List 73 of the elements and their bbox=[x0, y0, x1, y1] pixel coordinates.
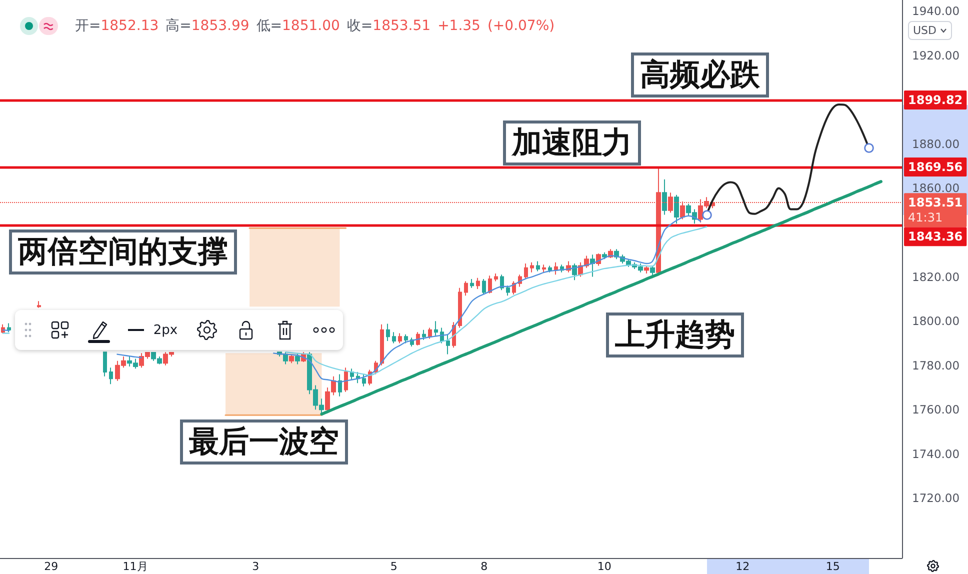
candlestick bbox=[674, 194, 679, 224]
y-tick-label: 1860.00 bbox=[912, 181, 960, 196]
candlestick bbox=[476, 277, 480, 290]
y-tick-label: 1940.00 bbox=[912, 4, 960, 18]
candlestick bbox=[344, 367, 348, 392]
currency-dropdown: USD bbox=[908, 21, 952, 40]
candlestick bbox=[482, 278, 486, 295]
candlestick bbox=[404, 334, 408, 344]
y-tick-label: 1800.00 bbox=[912, 314, 960, 328]
y-tick-label: 1820.00 bbox=[912, 270, 960, 284]
candlestick bbox=[392, 332, 396, 344]
candlestick bbox=[470, 278, 474, 288]
y-tick-label: 1760.00 bbox=[912, 402, 960, 417]
candlestick bbox=[380, 324, 384, 366]
annotation: 高频必跌 bbox=[631, 52, 769, 98]
candlestick bbox=[500, 274, 504, 291]
candlestick bbox=[662, 178, 667, 216]
x-tick-label: 8 bbox=[480, 560, 488, 573]
candlestick bbox=[488, 275, 492, 294]
candlestick bbox=[494, 272, 498, 282]
x-tick-label: 3 bbox=[252, 560, 260, 573]
candlestick bbox=[428, 327, 432, 340]
candlestick bbox=[350, 368, 354, 380]
candlestick bbox=[289, 354, 294, 364]
y-tick-label: 1880.00 bbox=[912, 136, 960, 151]
toolbar: 2px bbox=[15, 310, 343, 350]
annotation: 加速阻力 bbox=[503, 120, 641, 166]
x-tick-label: 12 bbox=[736, 560, 750, 573]
candlestick bbox=[458, 287, 462, 328]
ref-line-label: 1853.51 bbox=[908, 196, 963, 210]
candlestick bbox=[434, 320, 438, 336]
x-tick-label: 15 bbox=[826, 560, 840, 573]
y-tick-label: 1920.00 bbox=[912, 48, 960, 62]
annotation: 2px bbox=[153, 322, 178, 338]
y-tick-label: 1720.00 bbox=[912, 491, 960, 506]
candlestick bbox=[7, 322, 11, 333]
x-tick-label: 10 bbox=[597, 560, 612, 573]
candlestick bbox=[295, 352, 300, 365]
candlestick bbox=[536, 260, 540, 272]
candlestick bbox=[554, 262, 558, 276]
candlestick bbox=[524, 263, 528, 280]
text: 开=1852.13 高=1853.99 低=1851.00 收=1853.51 +1.35 (+0.07%) bbox=[75, 18, 555, 34]
line-series bbox=[320, 180, 882, 416]
x-tick-label: 5 bbox=[390, 560, 398, 573]
candlestick bbox=[109, 367, 113, 385]
annotation: 最后一波空 bbox=[180, 420, 348, 464]
y-tick-label: 1740.00 bbox=[912, 446, 960, 461]
candlestick bbox=[446, 334, 450, 355]
candlestick bbox=[422, 329, 426, 340]
candlestick bbox=[338, 374, 342, 397]
candlestick bbox=[650, 265, 655, 276]
ref-line-label: 1869.56 bbox=[908, 160, 963, 174]
candlestick bbox=[398, 332, 402, 344]
candlestick bbox=[644, 265, 649, 274]
ref-line-label: 1899.82 bbox=[908, 93, 963, 108]
text: 41:31 bbox=[908, 210, 943, 225]
candlestick bbox=[590, 254, 595, 278]
candlestick bbox=[602, 252, 607, 260]
candlestick bbox=[386, 323, 390, 342]
ref-line-label: 1843.36 bbox=[908, 230, 963, 244]
x-tick-label: 29 bbox=[44, 560, 58, 573]
candlestick bbox=[37, 300, 41, 308]
x-tick-label: 11月 bbox=[122, 560, 148, 573]
candlestick bbox=[542, 264, 546, 273]
y-tick-label: 1780.00 bbox=[912, 358, 960, 372]
annotation: 两倍空间的支撑 bbox=[9, 230, 237, 274]
candlestick bbox=[362, 374, 366, 387]
candlestick bbox=[530, 262, 534, 273]
candlestick bbox=[103, 352, 107, 377]
candlestick bbox=[464, 280, 468, 296]
candlestick bbox=[506, 285, 510, 296]
candlestick bbox=[548, 265, 552, 273]
annotation: 上升趋势 bbox=[606, 312, 744, 358]
